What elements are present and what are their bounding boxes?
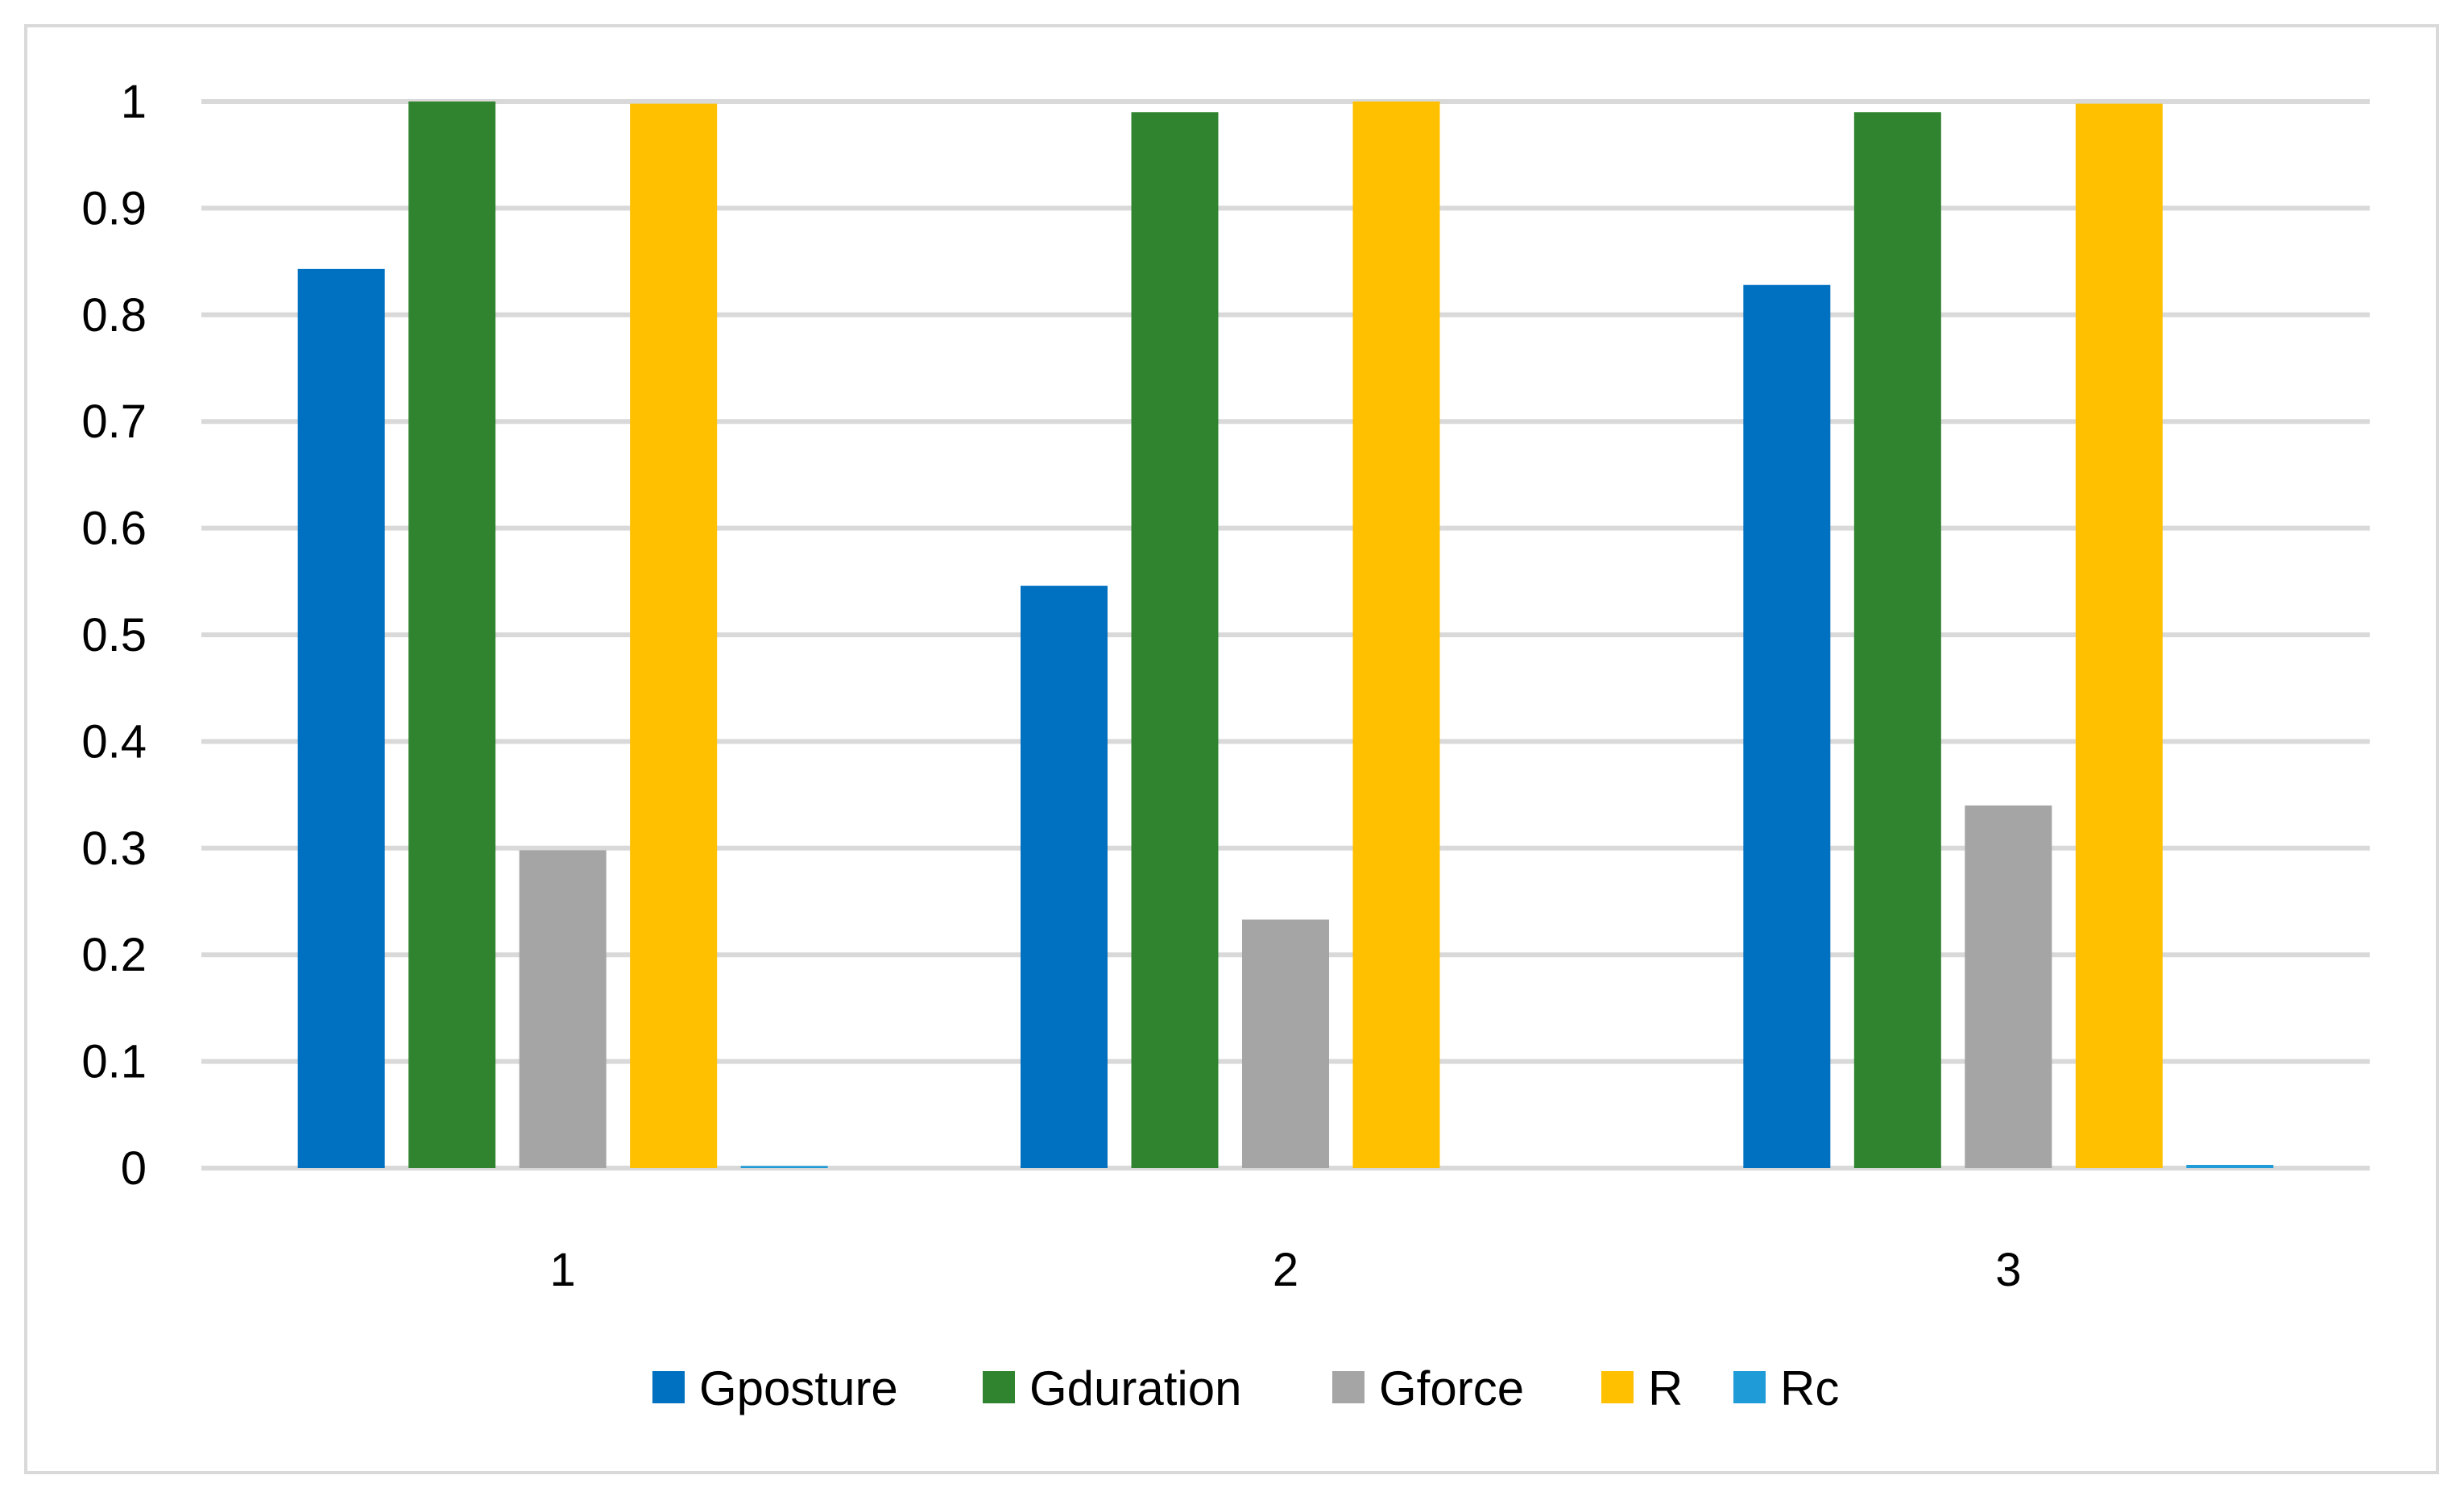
- bar-r-3: [2075, 103, 2163, 1169]
- bar-gforce-1: [519, 850, 607, 1168]
- x-tick-label: 3: [1995, 1244, 2021, 1296]
- bar-chart: 0 0.1 0.2 0.3 0.4 0.5 0.6 0.7 0.8 0.9 1 1 2 3 Gpostu…: [81, 76, 2370, 1415]
- bars: [297, 102, 2274, 1169]
- legend-label-rc: Rc: [1780, 1361, 1839, 1415]
- bar-gposture-2: [1021, 586, 1108, 1168]
- legend-label-gduration: Gduration: [1029, 1361, 1242, 1415]
- legend-label-gforce: Gforce: [1379, 1361, 1524, 1415]
- bar-gposture-3: [1743, 284, 1831, 1168]
- bar-rc-1: [740, 1166, 828, 1168]
- bar-r-1: [630, 103, 718, 1169]
- legend-swatch-rc: [1733, 1371, 1766, 1403]
- legend-swatch-gforce: [1332, 1371, 1365, 1403]
- y-tick-label: 0.4: [81, 715, 147, 768]
- y-tick-label: 0.7: [81, 396, 147, 448]
- legend-swatch-gposture: [652, 1371, 685, 1403]
- bar-gduration-2: [1131, 112, 1219, 1168]
- bar-gduration-1: [408, 102, 496, 1168]
- legend-label-gposture: Gposture: [699, 1361, 898, 1415]
- legend-label-r: R: [1648, 1361, 1683, 1415]
- chart-frame: 0 0.1 0.2 0.3 0.4 0.5 0.6 0.7 0.8 0.9 1 1 2 3 Gpostu…: [24, 24, 2439, 1474]
- legend-swatch-gduration: [983, 1371, 1015, 1403]
- y-tick-label: 1: [121, 76, 147, 128]
- y-tick-label: 0.9: [81, 182, 147, 234]
- y-axis-ticks: 0 0.1 0.2 0.3 0.4 0.5 0.6 0.7 0.8 0.9 1: [81, 76, 147, 1195]
- y-tick-label: 0.3: [81, 823, 147, 875]
- y-tick-label: 0.2: [81, 929, 147, 981]
- legend-swatch-r: [1601, 1371, 1634, 1403]
- legend: Gposture Gduration Gforce R Rc: [652, 1361, 1839, 1415]
- y-tick-label: 0.8: [81, 289, 147, 342]
- y-tick-label: 0.6: [81, 503, 147, 555]
- bar-rc-3: [2186, 1165, 2274, 1168]
- y-tick-label: 0: [121, 1142, 147, 1195]
- bar-gduration-3: [1853, 112, 1941, 1168]
- x-axis-ticks: 1 2 3: [550, 1244, 2022, 1296]
- x-tick-label: 1: [550, 1244, 576, 1296]
- bar-gforce-3: [1965, 805, 2052, 1168]
- y-tick-label: 0.1: [81, 1036, 147, 1088]
- bar-gforce-2: [1242, 919, 1329, 1168]
- x-tick-label: 2: [1273, 1244, 1298, 1296]
- y-tick-label: 0.5: [81, 609, 147, 661]
- bar-r-2: [1352, 102, 1440, 1168]
- bar-gposture-1: [297, 268, 385, 1168]
